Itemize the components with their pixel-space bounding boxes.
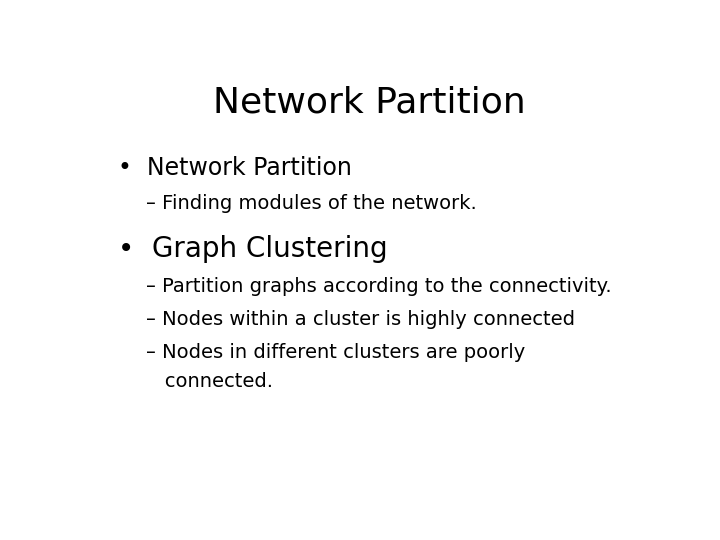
Text: – Partition graphs according to the connectivity.: – Partition graphs according to the conn…	[145, 277, 611, 296]
Text: – Finding modules of the network.: – Finding modules of the network.	[145, 194, 477, 213]
Text: Network Partition: Network Partition	[212, 85, 526, 119]
Text: – Nodes in different clusters are poorly: – Nodes in different clusters are poorly	[145, 343, 525, 362]
Text: – Nodes within a cluster is highly connected: – Nodes within a cluster is highly conne…	[145, 310, 575, 329]
Text: •  Network Partition: • Network Partition	[118, 156, 352, 180]
Text: •  Graph Clustering: • Graph Clustering	[118, 235, 387, 264]
Text: connected.: connected.	[145, 373, 273, 392]
